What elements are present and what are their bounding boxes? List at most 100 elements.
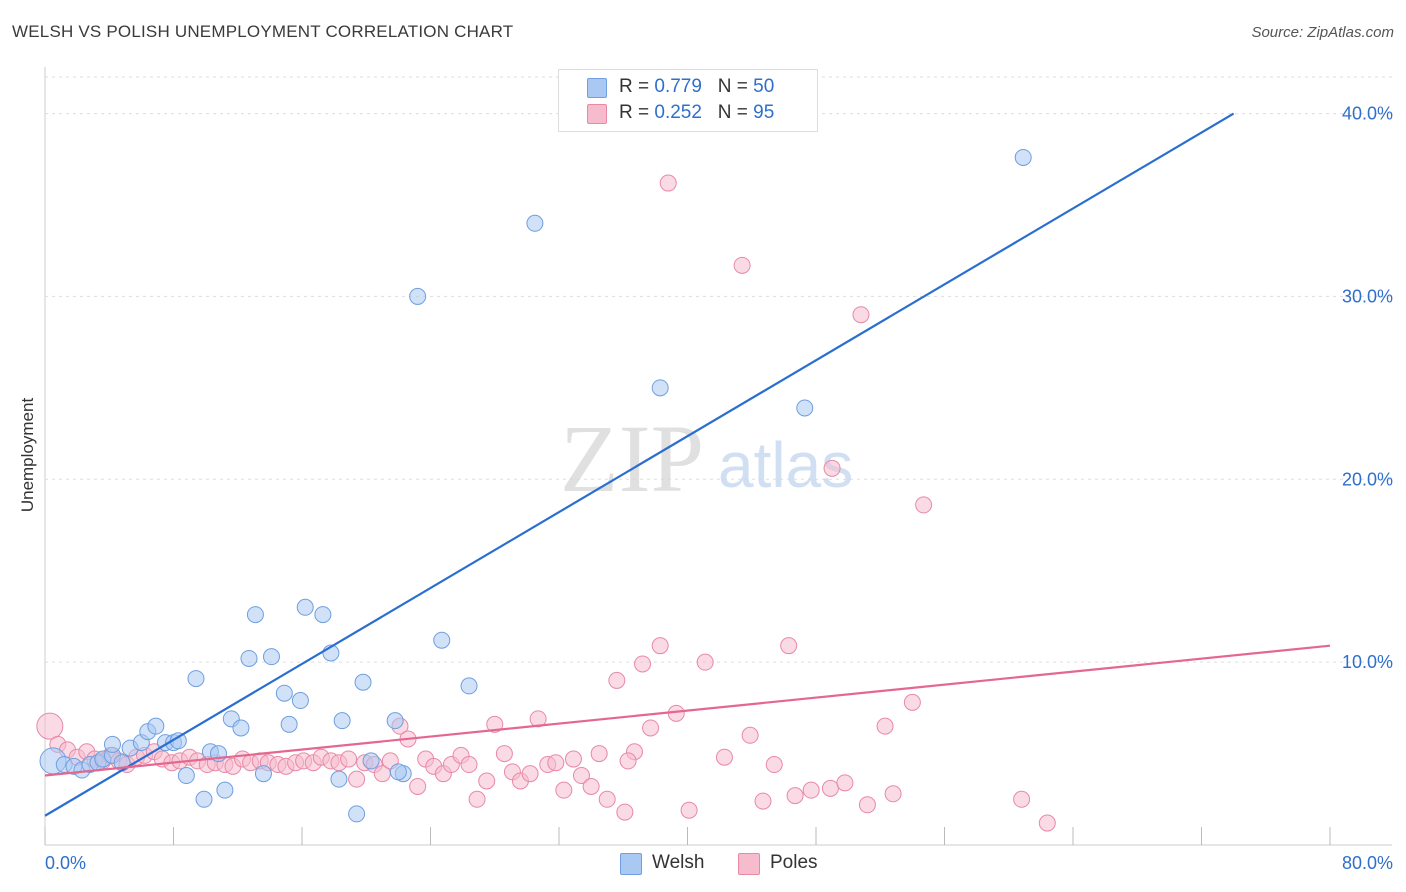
watermark: ZIP atlas [560, 405, 853, 512]
poles-point [1013, 790, 1031, 808]
x-tick-label: 80.0% [1342, 853, 1393, 873]
poles-point [696, 653, 714, 671]
poles-point [915, 496, 933, 514]
poles-point [651, 637, 669, 655]
poles-point [876, 717, 894, 735]
welsh-point [187, 670, 205, 688]
poles-point [780, 637, 798, 655]
poles-point [36, 712, 64, 740]
poles-swatch [587, 104, 607, 124]
welsh-point [389, 763, 407, 781]
poles-point [642, 719, 660, 737]
poles-point [598, 790, 616, 808]
poles-point [1038, 814, 1056, 832]
legend-r-label: R = [619, 102, 655, 123]
trend-lines [44, 112, 1331, 817]
poles-point [468, 790, 486, 808]
welsh-point [796, 399, 814, 417]
welsh-point [246, 606, 264, 624]
poles-point [486, 715, 504, 733]
legend-n-value: 50 [753, 76, 775, 97]
chart-title: WELSH VS POLISH UNEMPLOYMENT CORRELATION… [12, 22, 514, 41]
welsh-trend-line [44, 112, 1235, 817]
poles-point [478, 772, 496, 790]
poles-point [733, 256, 751, 274]
welsh-point [362, 752, 380, 770]
welsh-point [460, 677, 478, 695]
welsh-point [291, 692, 309, 710]
welsh-point [348, 805, 366, 823]
legend-r-value: 0.779 [654, 76, 702, 97]
welsh-point [103, 735, 121, 753]
poles-point [754, 792, 772, 810]
poles-point [616, 803, 634, 821]
x-axis [44, 827, 1392, 846]
welsh-point [433, 631, 451, 649]
poles-point [680, 801, 698, 819]
welsh-point [526, 214, 544, 232]
welsh-point [177, 767, 195, 785]
poles-point [590, 745, 608, 763]
welsh-point [195, 790, 213, 808]
y-tick-label: 10.0% [1342, 652, 1393, 672]
legend-n-label: N = [717, 102, 754, 123]
poles-point [572, 767, 590, 785]
poles-point [608, 671, 626, 689]
legend-r-value: 0.252 [654, 102, 702, 123]
welsh-swatch [620, 853, 642, 875]
poles-point [852, 306, 870, 324]
tick-labels: 10.0% 20.0% 30.0% 40.0% 0.0% 80.0% [45, 104, 1393, 873]
y-tick-label: 40.0% [1342, 104, 1393, 124]
poles-point [495, 745, 513, 763]
source-credit: Source: ZipAtlas.com [1251, 24, 1394, 41]
legend-label: Welsh [652, 852, 705, 873]
poles-point [802, 781, 820, 799]
welsh-point [333, 712, 351, 730]
welsh-point [330, 770, 348, 788]
poles-point [765, 756, 783, 774]
poles-point [715, 748, 733, 766]
welsh-point [409, 287, 427, 305]
poles-point [619, 752, 637, 770]
welsh-point [262, 648, 280, 666]
poles-point [741, 726, 759, 744]
welsh-point [216, 781, 234, 799]
poles-point [564, 750, 582, 768]
x-tick-label: 0.0% [45, 853, 86, 873]
legend-n-value: 95 [753, 102, 775, 123]
poles-point [547, 754, 565, 772]
poles-point [823, 459, 841, 477]
correlation-legend: R = 0.779 N = 50 R = 0.252 N = 95 [558, 69, 818, 132]
poles-point [521, 765, 539, 783]
poles-point [786, 787, 804, 805]
poles-point [409, 777, 427, 795]
legend-r-label: R = [619, 76, 655, 97]
welsh-point [354, 673, 372, 691]
welsh-point [254, 765, 272, 783]
watermark-zip: ZIP [560, 405, 704, 512]
poles-point [529, 710, 547, 728]
poles-point [836, 774, 854, 792]
welsh-point [240, 649, 258, 667]
poles-point [340, 750, 358, 768]
welsh-point [232, 719, 250, 737]
poles-point [555, 781, 573, 799]
poles-points [36, 174, 1056, 832]
poles-point [348, 770, 366, 788]
welsh-points [39, 148, 1032, 823]
welsh-point [296, 598, 314, 616]
welsh-point [147, 717, 165, 735]
poles-point [903, 693, 921, 711]
welsh-point [280, 715, 298, 733]
poles-point [858, 796, 876, 814]
welsh-point [1014, 148, 1032, 166]
welsh-swatch [587, 78, 607, 98]
poles-point [659, 174, 677, 192]
legend-n-label: N = [717, 76, 754, 97]
poles-point [884, 785, 902, 803]
y-tick-label: 20.0% [1342, 469, 1393, 489]
welsh-point [314, 606, 332, 624]
legend-label: Poles [770, 852, 818, 873]
welsh-point [386, 712, 404, 730]
